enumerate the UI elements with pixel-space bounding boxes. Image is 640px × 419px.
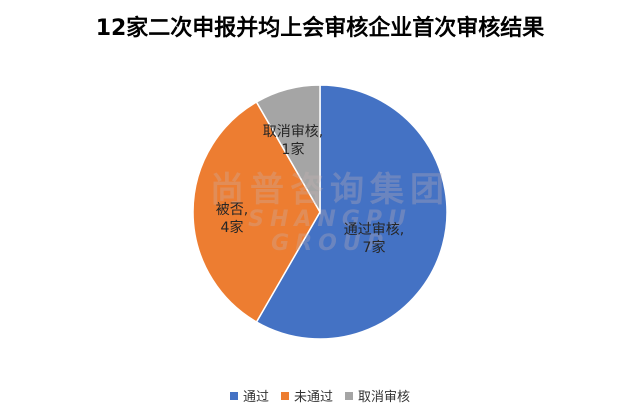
chart-title: 12家二次申报并均上会审核企业首次审核结果: [95, 16, 545, 41]
pie-slice-cancelled: [255, 84, 321, 215]
legend-label-fail: 未通过: [293, 390, 333, 405]
pie-slice-fail: [192, 100, 321, 324]
legend-label-pass: 通过: [242, 390, 269, 405]
watermark: 尚普咨询集团 SHANGPU GROUP: [195, 172, 465, 256]
legend-swatch-pass: [229, 391, 238, 400]
legend-label-cancelled: 取消审核: [358, 390, 411, 405]
legend: 通过 未通过 取消审核: [0, 386, 640, 405]
watermark-en: SHANGPU GROUP: [248, 207, 412, 256]
legend-swatch-fail: [280, 391, 289, 400]
legend-item-fail: 未通过: [280, 386, 333, 405]
legend-swatch-cancelled: [345, 391, 353, 400]
watermark-cn: 尚普咨询集团: [210, 170, 450, 210]
pie-slice-pass: [255, 84, 448, 340]
pie-slices: [192, 84, 448, 340]
legend-item-cancelled: 取消审核: [345, 386, 410, 405]
legend-item-pass: 通过: [229, 386, 269, 405]
